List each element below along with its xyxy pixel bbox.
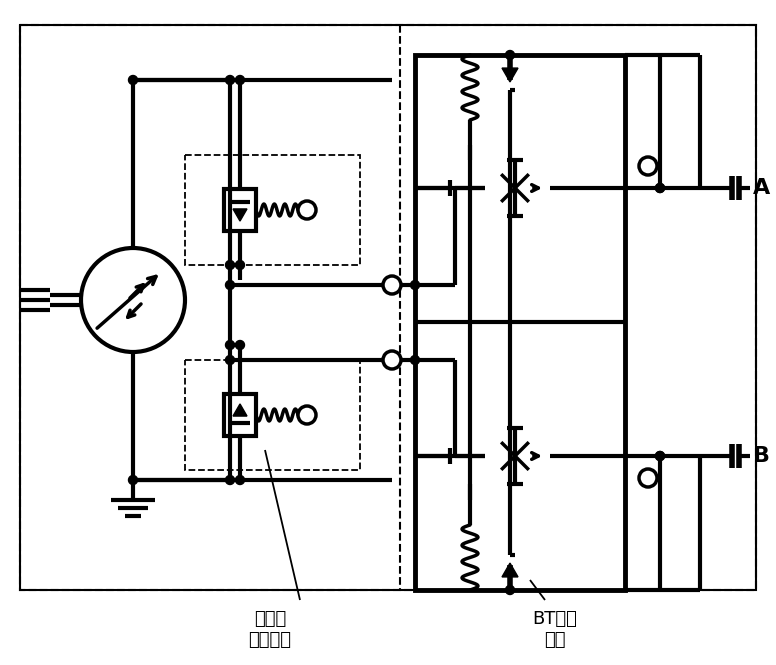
Circle shape [235, 76, 244, 84]
Circle shape [639, 469, 657, 487]
Circle shape [226, 76, 234, 84]
Circle shape [656, 184, 664, 192]
Bar [20, 25, 756, 590]
Circle shape [411, 281, 420, 289]
Circle shape [383, 276, 401, 294]
Circle shape [656, 452, 664, 460]
Circle shape [226, 261, 234, 269]
Circle shape [129, 76, 137, 84]
Circle shape [505, 585, 514, 595]
Bar [415, 55, 625, 590]
Circle shape [383, 351, 401, 369]
Circle shape [298, 406, 316, 424]
Bar [20, 25, 756, 590]
Circle shape [235, 340, 244, 350]
Circle shape [298, 201, 316, 219]
Polygon shape [233, 209, 247, 221]
Text: A: A [753, 178, 771, 198]
Circle shape [411, 356, 420, 364]
Circle shape [656, 184, 664, 192]
Circle shape [505, 51, 514, 59]
Bar [185, 360, 360, 470]
Circle shape [81, 248, 185, 352]
Text: 插装阀
（可选）: 插装阀 （可选） [248, 610, 292, 649]
Circle shape [226, 356, 234, 364]
Circle shape [226, 475, 234, 485]
Circle shape [235, 475, 244, 485]
Polygon shape [502, 68, 518, 82]
Text: BT制动
阀块: BT制动 阀块 [532, 610, 577, 649]
Polygon shape [233, 404, 247, 416]
Circle shape [656, 452, 664, 460]
Circle shape [639, 157, 657, 175]
Polygon shape [502, 563, 518, 577]
Circle shape [235, 261, 244, 269]
Bar [224, 394, 256, 436]
Circle shape [226, 281, 234, 289]
Circle shape [226, 340, 234, 350]
Bar [185, 155, 360, 265]
Text: B: B [753, 446, 770, 466]
Bar [224, 189, 256, 231]
Circle shape [129, 475, 137, 485]
